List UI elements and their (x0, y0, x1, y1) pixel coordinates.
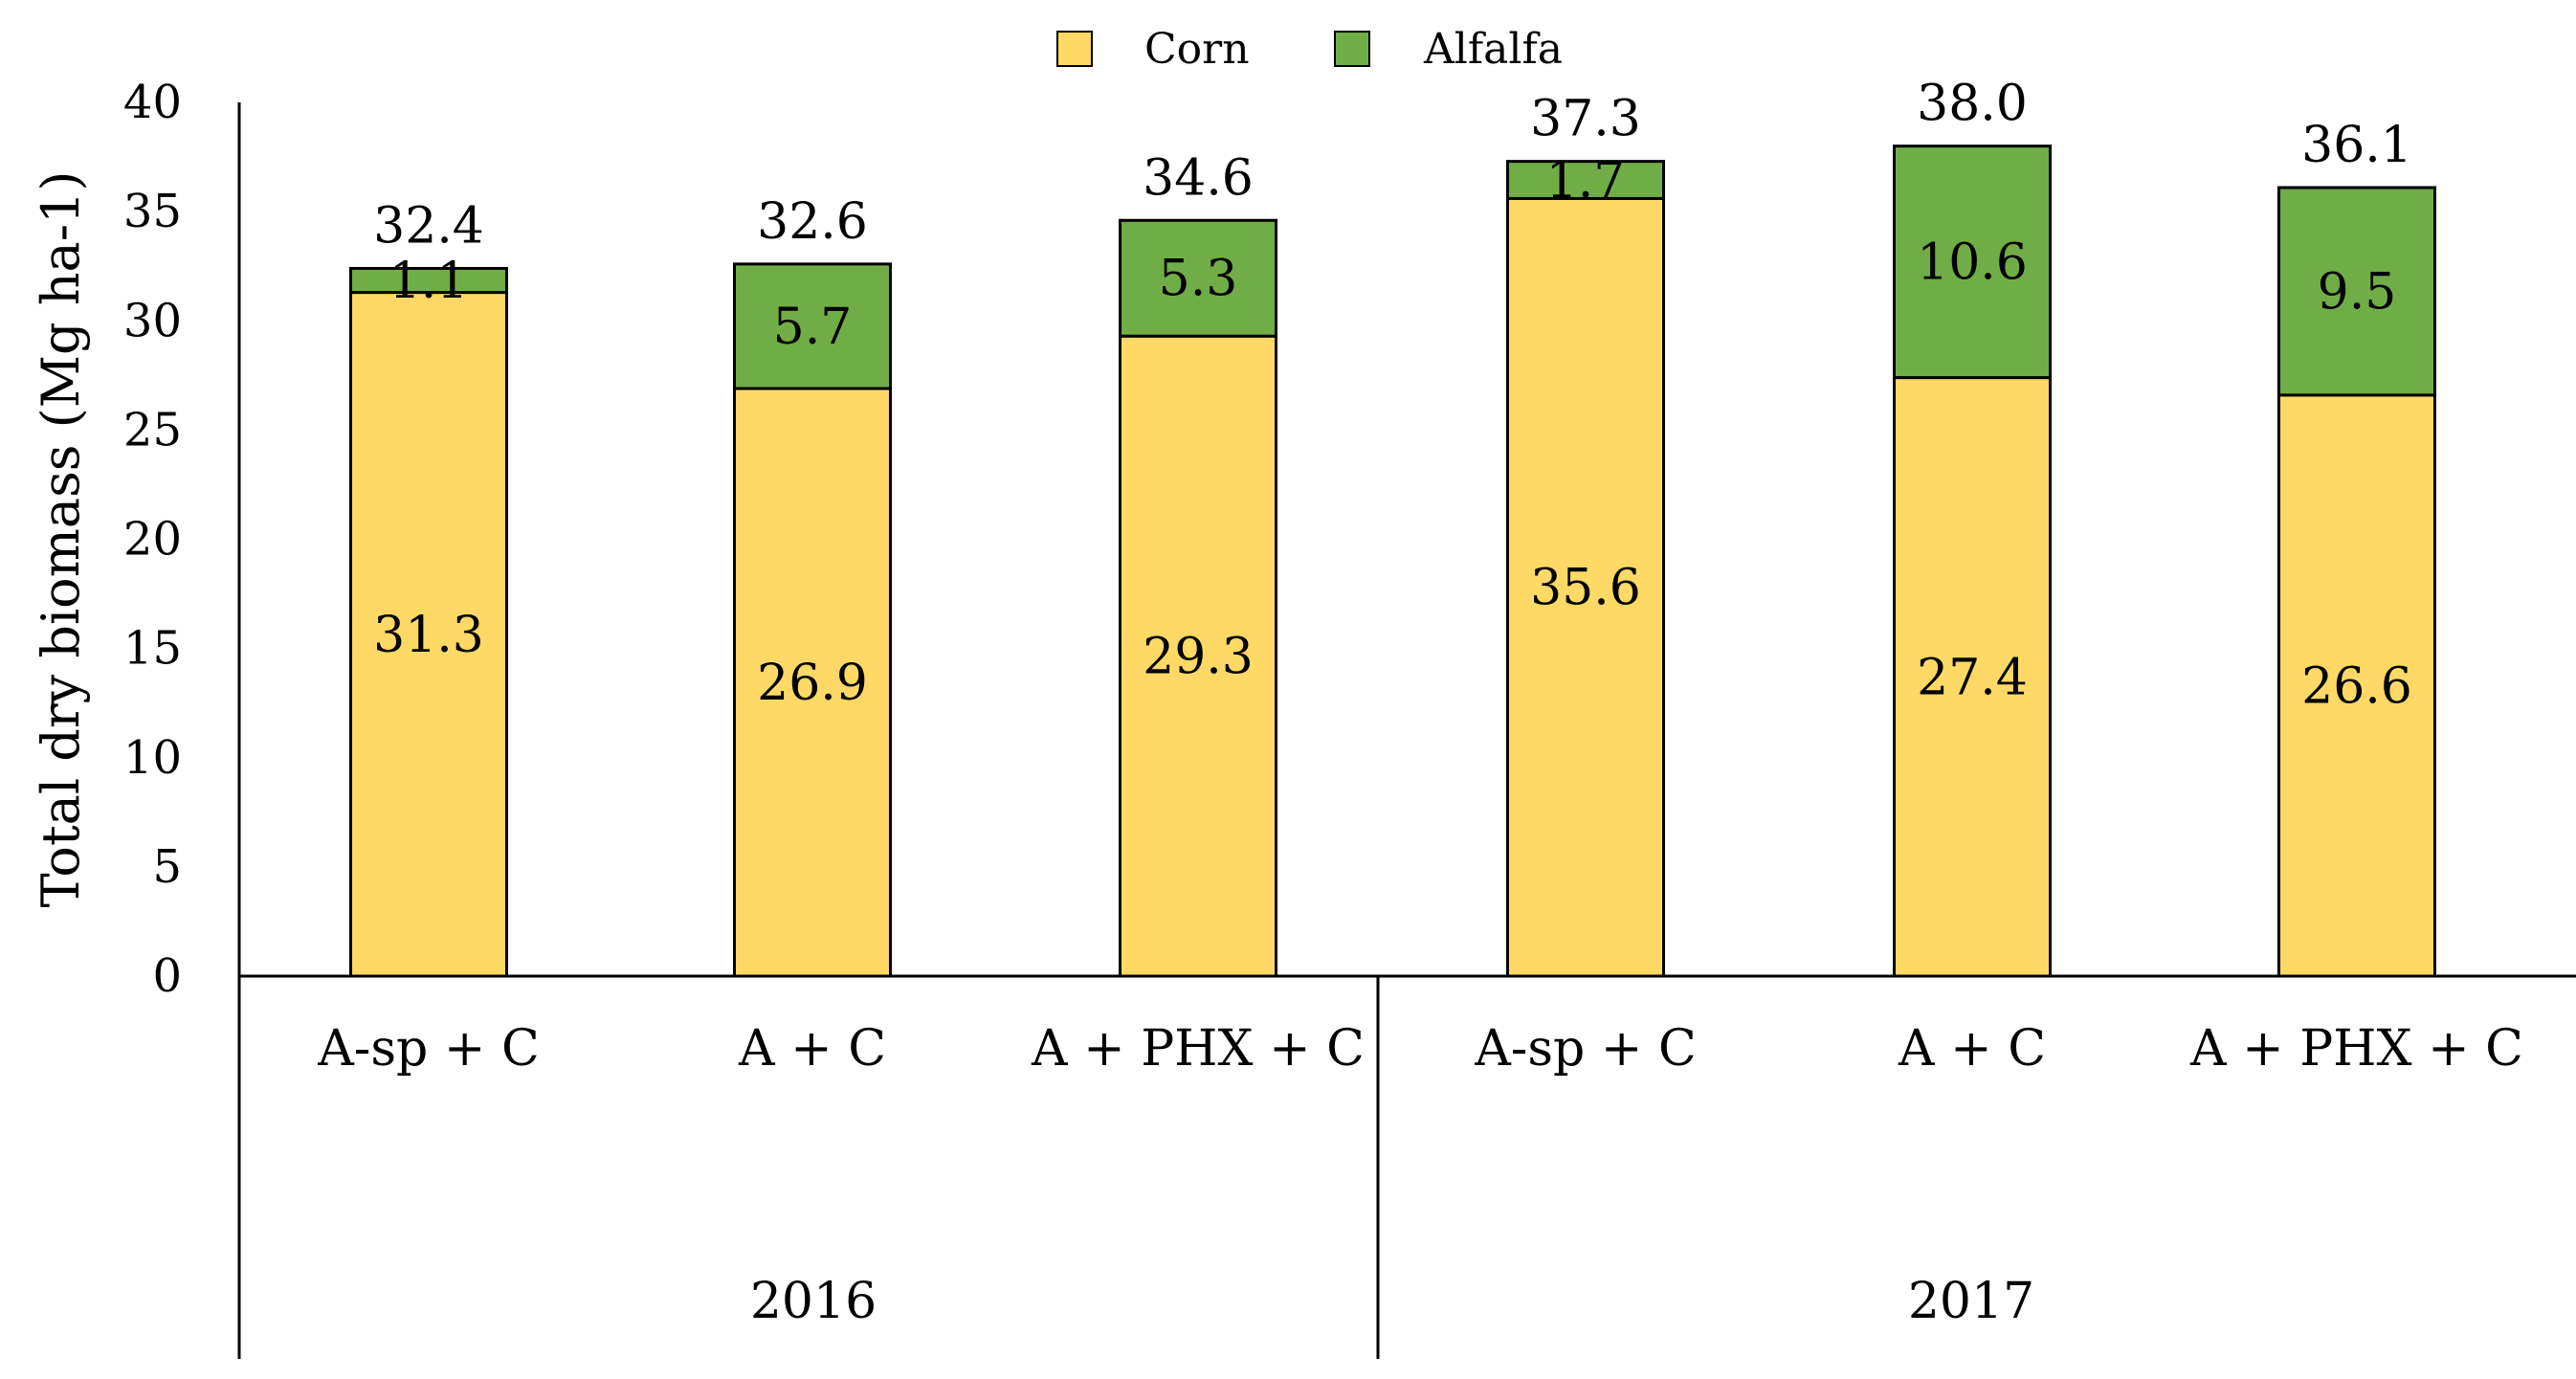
bar-segment-corn (733, 387, 892, 978)
data-label-alfalfa: 5.7 (773, 299, 853, 356)
y-tick-label: 10 (123, 731, 182, 785)
x-category-label: A-sp + C (317, 1020, 540, 1078)
x-category-label: A + PHX + C (1031, 1020, 1365, 1078)
legend-swatch-alfalfa (1334, 31, 1370, 67)
x-category-label: A + PHX + C (2189, 1020, 2523, 1078)
y-tick-label: 20 (123, 513, 182, 567)
total-label: 32.4 (373, 197, 484, 255)
total-label: 34.6 (1143, 149, 1254, 207)
x-category-label: A-sp + C (1474, 1020, 1697, 1078)
y-tick-label: 5 (152, 840, 182, 894)
y-tick-label: 25 (123, 403, 182, 456)
data-label-corn: 31.3 (373, 607, 484, 664)
bar-segment-corn (1506, 196, 1665, 978)
bar-segment-alfalfa (1119, 218, 1277, 338)
legend: Corn Alfalfa (1056, 25, 1563, 74)
bars (349, 145, 2436, 978)
legend-label-corn: Corn (1144, 25, 1250, 74)
x-group-label: 2016 (750, 1273, 877, 1330)
x-category-label: A + C (1898, 1020, 2046, 1078)
bar-segment-alfalfa (1893, 145, 2052, 380)
total-label: 37.3 (1530, 91, 1641, 148)
data-label-corn: 26.9 (757, 655, 868, 712)
data-label-corn: 27.4 (1917, 649, 2028, 706)
bar-segment-corn (1119, 334, 1277, 978)
data-labels: 31.3 1.132.4 26.9 5.7 32.6 29.3 5.3 34.6 35.6 1.7… (373, 76, 2412, 716)
bar-segment-corn (2277, 393, 2436, 978)
y-tick-label: 40 (123, 76, 182, 129)
data-label-alfalfa: 1.1 (389, 253, 469, 310)
data-label-alfalfa: 1.7 (1546, 152, 1626, 210)
data-label-alfalfa: 10.6 (1917, 234, 2028, 292)
bar-segment-alfalfa (349, 266, 508, 295)
bar-segment-alfalfa (733, 262, 892, 390)
data-label-alfalfa: 9.5 (2318, 263, 2397, 321)
bar-segment-alfalfa (1506, 160, 1665, 200)
x-category-label: A + C (738, 1020, 886, 1078)
total-label: 38.0 (1917, 76, 2028, 133)
data-label-alfalfa: 5.3 (1159, 251, 1238, 308)
data-label-corn: 35.6 (1530, 560, 1641, 617)
y-tick-label: 15 (123, 622, 182, 676)
y-tick-label: 30 (123, 294, 182, 347)
y-tick-label: 35 (123, 185, 182, 238)
legend-label-alfalfa: Alfalfa (1423, 25, 1563, 74)
axes: 0 5 10 15 20 25 30 35 40 Total dry biomass (Mg ha… (31, 76, 2576, 1359)
total-label: 36.1 (2301, 117, 2412, 174)
x-group-label: 2017 (1908, 1273, 2034, 1330)
data-label-corn: 26.6 (2301, 657, 2412, 715)
bar-segment-alfalfa (2277, 186, 2436, 397)
data-label-corn: 29.3 (1143, 629, 1254, 686)
bar-segment-corn (1893, 376, 2052, 978)
total-label: 32.6 (757, 193, 868, 251)
y-tick-label: 0 (152, 949, 182, 1003)
legend-swatch-corn (1056, 31, 1093, 67)
y-axis-title: Total dry biomass (Mg ha-1) (31, 171, 91, 908)
bar-segment-corn (349, 291, 508, 978)
